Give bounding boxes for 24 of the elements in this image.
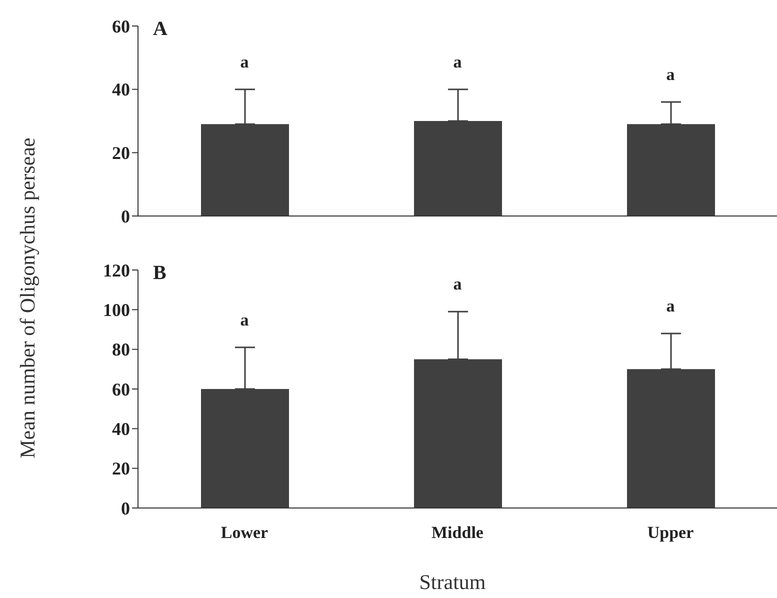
annotation: a	[240, 310, 250, 330]
y-axis-title: Mean number of Oligonychus perseae	[16, 138, 40, 458]
y-tick-label: 40	[112, 419, 130, 440]
y-tick-label: 20	[112, 458, 130, 479]
y-tick-label: 40	[112, 80, 130, 100]
x-tick-label: Upper	[647, 523, 694, 542]
y-tick-label: 80	[112, 340, 130, 360]
chart-title: A	[153, 18, 168, 41]
y-tick-label: 60	[112, 16, 130, 36]
annotation: a	[453, 52, 462, 72]
y-tick-label: 20	[112, 143, 130, 164]
annotation: a	[666, 296, 676, 316]
x-tick-label: Lower	[220, 523, 269, 542]
annotation: a	[240, 52, 250, 72]
chart-title: B	[153, 262, 166, 285]
x-tick-label: Middle	[432, 523, 484, 542]
x-axis-title: Stratum	[418, 570, 487, 595]
y-tick-label: 0	[121, 498, 130, 518]
y-tick-label: 100	[103, 300, 130, 320]
y-tick-label: 0	[121, 206, 130, 226]
y-tick-label: 120	[103, 260, 130, 280]
y-tick-label: 60	[112, 379, 130, 400]
annotation: a	[453, 274, 462, 294]
annotation: a	[666, 65, 676, 84]
